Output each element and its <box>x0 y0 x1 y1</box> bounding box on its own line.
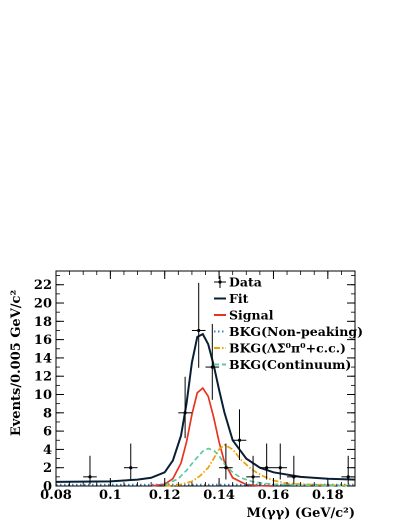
legend-item: Data <box>214 275 262 290</box>
y-tick-label: 4 <box>43 443 52 458</box>
data-point-marker <box>251 475 255 479</box>
legend-label: BKG(Continuum) <box>229 357 351 372</box>
x-tick-label: 0.08 <box>40 488 72 503</box>
data-point-marker <box>197 328 201 333</box>
legend-label: Fit <box>229 291 249 306</box>
plot-frame <box>55 270 356 487</box>
data-point-marker <box>278 466 282 470</box>
data-point-marker <box>210 365 214 369</box>
legend-item: BKG(Continuum) <box>214 357 351 372</box>
data-point-marker <box>129 466 133 470</box>
data-point <box>178 376 192 439</box>
plot-area <box>55 270 356 487</box>
data-point <box>83 455 97 485</box>
data-point-marker <box>265 466 269 470</box>
y-tick-label: 8 <box>43 406 52 421</box>
data-point-marker <box>224 466 228 470</box>
data-point-marker <box>183 411 187 415</box>
data-point-marker <box>346 475 350 479</box>
data-point <box>273 443 288 480</box>
legend-item: BKG(ΛΣ̄⁰π⁰+c.c.) <box>214 341 346 356</box>
legend-label: Signal <box>229 308 274 323</box>
x-tick-label: 0.14 <box>203 488 235 503</box>
y-axis-title: Events/0.005 GeV/c² <box>9 290 24 436</box>
data-point-marker <box>88 475 92 479</box>
y-tick-label: 18 <box>34 315 52 330</box>
x-tick-label: 0.12 <box>149 488 181 503</box>
legend-label: BKG(ΛΣ̄⁰π⁰+c.c.) <box>229 341 346 356</box>
data-point-marker <box>292 475 296 479</box>
legend-item: BKG(Non-peaking) <box>214 324 363 339</box>
legend-label: BKG(Non-peaking) <box>229 324 363 339</box>
legend-label: Data <box>229 275 262 290</box>
legend-item: Signal <box>214 308 274 323</box>
y-tick-label: 22 <box>34 278 52 293</box>
y-tick-label: 16 <box>34 333 52 348</box>
axes: 0.08 0.1 0.12 0.14 0.16 0.18 0 2 4 6 8 10 12 14 16 18 20… <box>34 271 356 503</box>
data-point <box>259 443 274 480</box>
x-tick-label: 0.1 <box>99 488 122 503</box>
data-point <box>232 409 247 461</box>
data-point <box>246 455 260 485</box>
y-tick-label: 20 <box>34 297 52 312</box>
y-tick-label: 2 <box>43 461 52 476</box>
x-axis-title: M(γγ) (GeV/c²) <box>246 506 355 521</box>
series-bkg-c-c-line <box>164 443 356 487</box>
data-point-marker <box>237 438 242 442</box>
data-point <box>219 443 233 480</box>
data-point <box>287 455 301 485</box>
y-tick-label: 6 <box>43 425 52 440</box>
data-point <box>123 443 138 480</box>
data-point <box>191 282 206 368</box>
y-tick-label: 14 <box>34 351 52 366</box>
data-point <box>205 323 220 400</box>
series-bkg-continuum-line <box>164 447 356 487</box>
y-tick-label: 10 <box>34 388 52 403</box>
series-signal-line <box>150 386 274 487</box>
y-tick-label: 0 <box>43 480 52 495</box>
legend-item: Fit <box>214 291 249 306</box>
data-points <box>83 282 355 485</box>
y-tick-label: 12 <box>34 370 52 385</box>
legend-symbol <box>218 280 222 284</box>
x-tick-label: 0.16 <box>258 488 290 503</box>
x-tick-label: 0.18 <box>312 488 344 503</box>
